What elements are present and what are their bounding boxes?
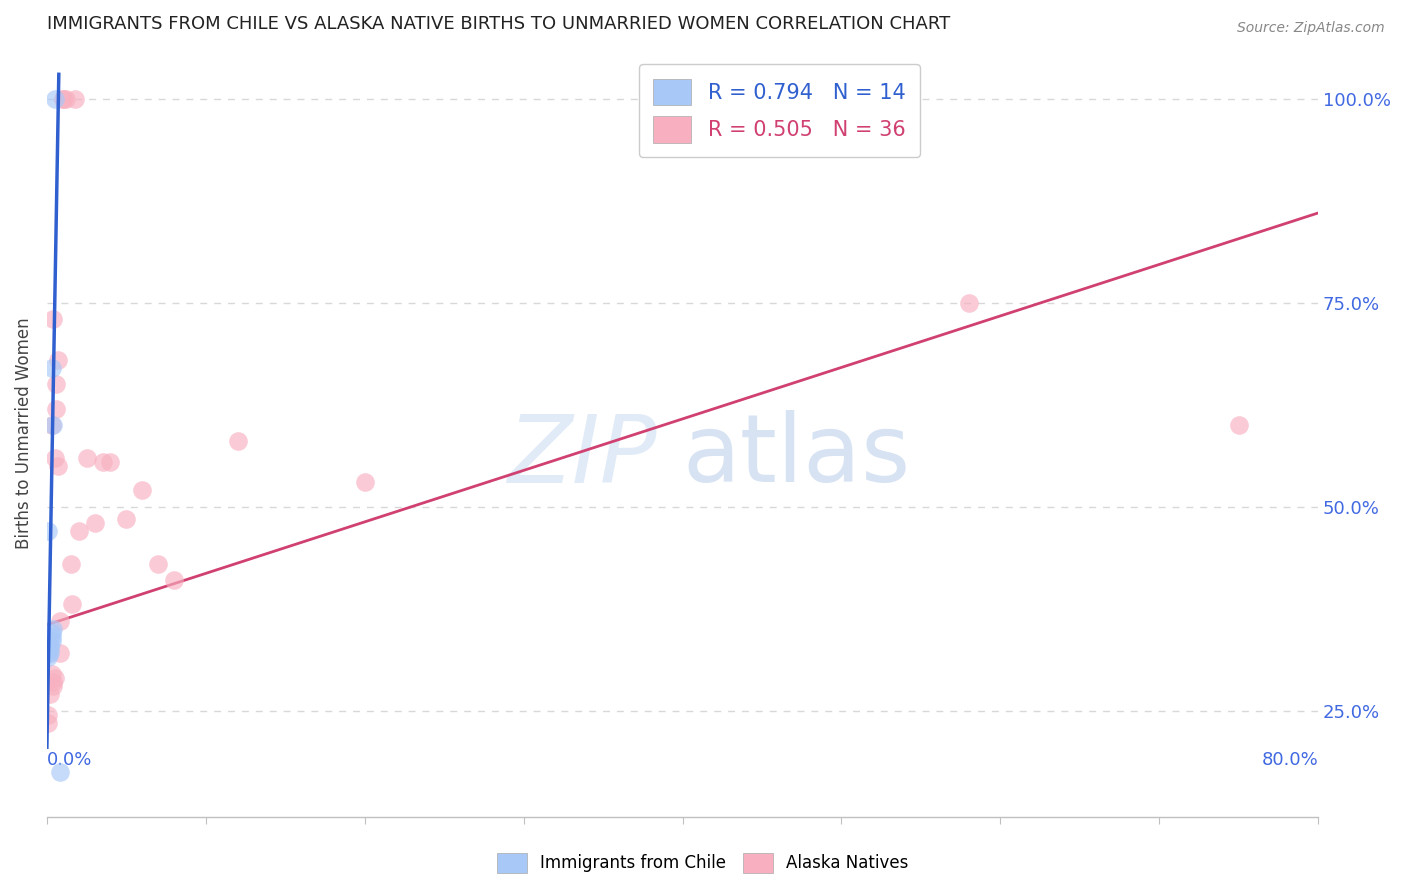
Point <box>41 634 63 648</box>
Legend: Immigrants from Chile, Alaska Natives: Immigrants from Chile, Alaska Natives <box>491 847 915 880</box>
Point <box>751 92 773 106</box>
Point <box>91 455 114 469</box>
Point <box>39 638 62 652</box>
Text: ZIP: ZIP <box>508 410 657 501</box>
Point <box>41 666 63 681</box>
Point <box>46 458 69 473</box>
Point <box>42 417 65 432</box>
Point <box>353 475 375 489</box>
Point <box>67 524 90 538</box>
Point <box>41 417 63 432</box>
Point <box>957 295 980 310</box>
Point <box>44 450 66 465</box>
Point <box>44 92 66 106</box>
Text: Source: ZipAtlas.com: Source: ZipAtlas.com <box>1237 21 1385 35</box>
Legend: R = 0.794   N = 14, R = 0.505   N = 36: R = 0.794 N = 14, R = 0.505 N = 36 <box>638 64 920 157</box>
Point <box>39 687 62 701</box>
Point <box>83 516 105 530</box>
Point <box>44 671 66 685</box>
Point <box>163 573 186 587</box>
Point <box>115 512 138 526</box>
Point <box>55 92 77 106</box>
Point <box>42 675 65 690</box>
Point <box>52 92 75 106</box>
Text: IMMIGRANTS FROM CHILE VS ALASKA NATIVE BIRTHS TO UNMARRIED WOMEN CORRELATION CHA: IMMIGRANTS FROM CHILE VS ALASKA NATIVE B… <box>46 15 950 33</box>
Point <box>59 557 82 571</box>
Point <box>41 630 63 644</box>
Point <box>45 401 67 416</box>
Point <box>1227 417 1250 432</box>
Point <box>39 647 62 661</box>
Point <box>76 450 98 465</box>
Point <box>37 524 59 538</box>
Point <box>48 764 70 779</box>
Point <box>37 647 59 661</box>
Point <box>37 707 59 722</box>
Point <box>45 377 67 392</box>
Point <box>52 92 75 106</box>
Point <box>37 650 59 665</box>
Point <box>42 679 65 693</box>
Point <box>46 352 69 367</box>
Point <box>100 455 122 469</box>
Point <box>41 626 63 640</box>
Text: atlas: atlas <box>682 410 911 502</box>
Point <box>42 312 65 326</box>
Point <box>146 557 169 571</box>
Point <box>60 598 83 612</box>
Text: 80.0%: 80.0% <box>1261 751 1319 770</box>
Point <box>48 647 70 661</box>
Point <box>131 483 153 498</box>
Y-axis label: Births to Unmarried Women: Births to Unmarried Women <box>15 318 32 549</box>
Text: 0.0%: 0.0% <box>46 751 93 770</box>
Point <box>42 622 65 636</box>
Point <box>37 715 59 730</box>
Point <box>65 92 87 106</box>
Point <box>226 434 249 449</box>
Point <box>48 614 70 628</box>
Point <box>41 360 63 375</box>
Point <box>39 642 62 657</box>
